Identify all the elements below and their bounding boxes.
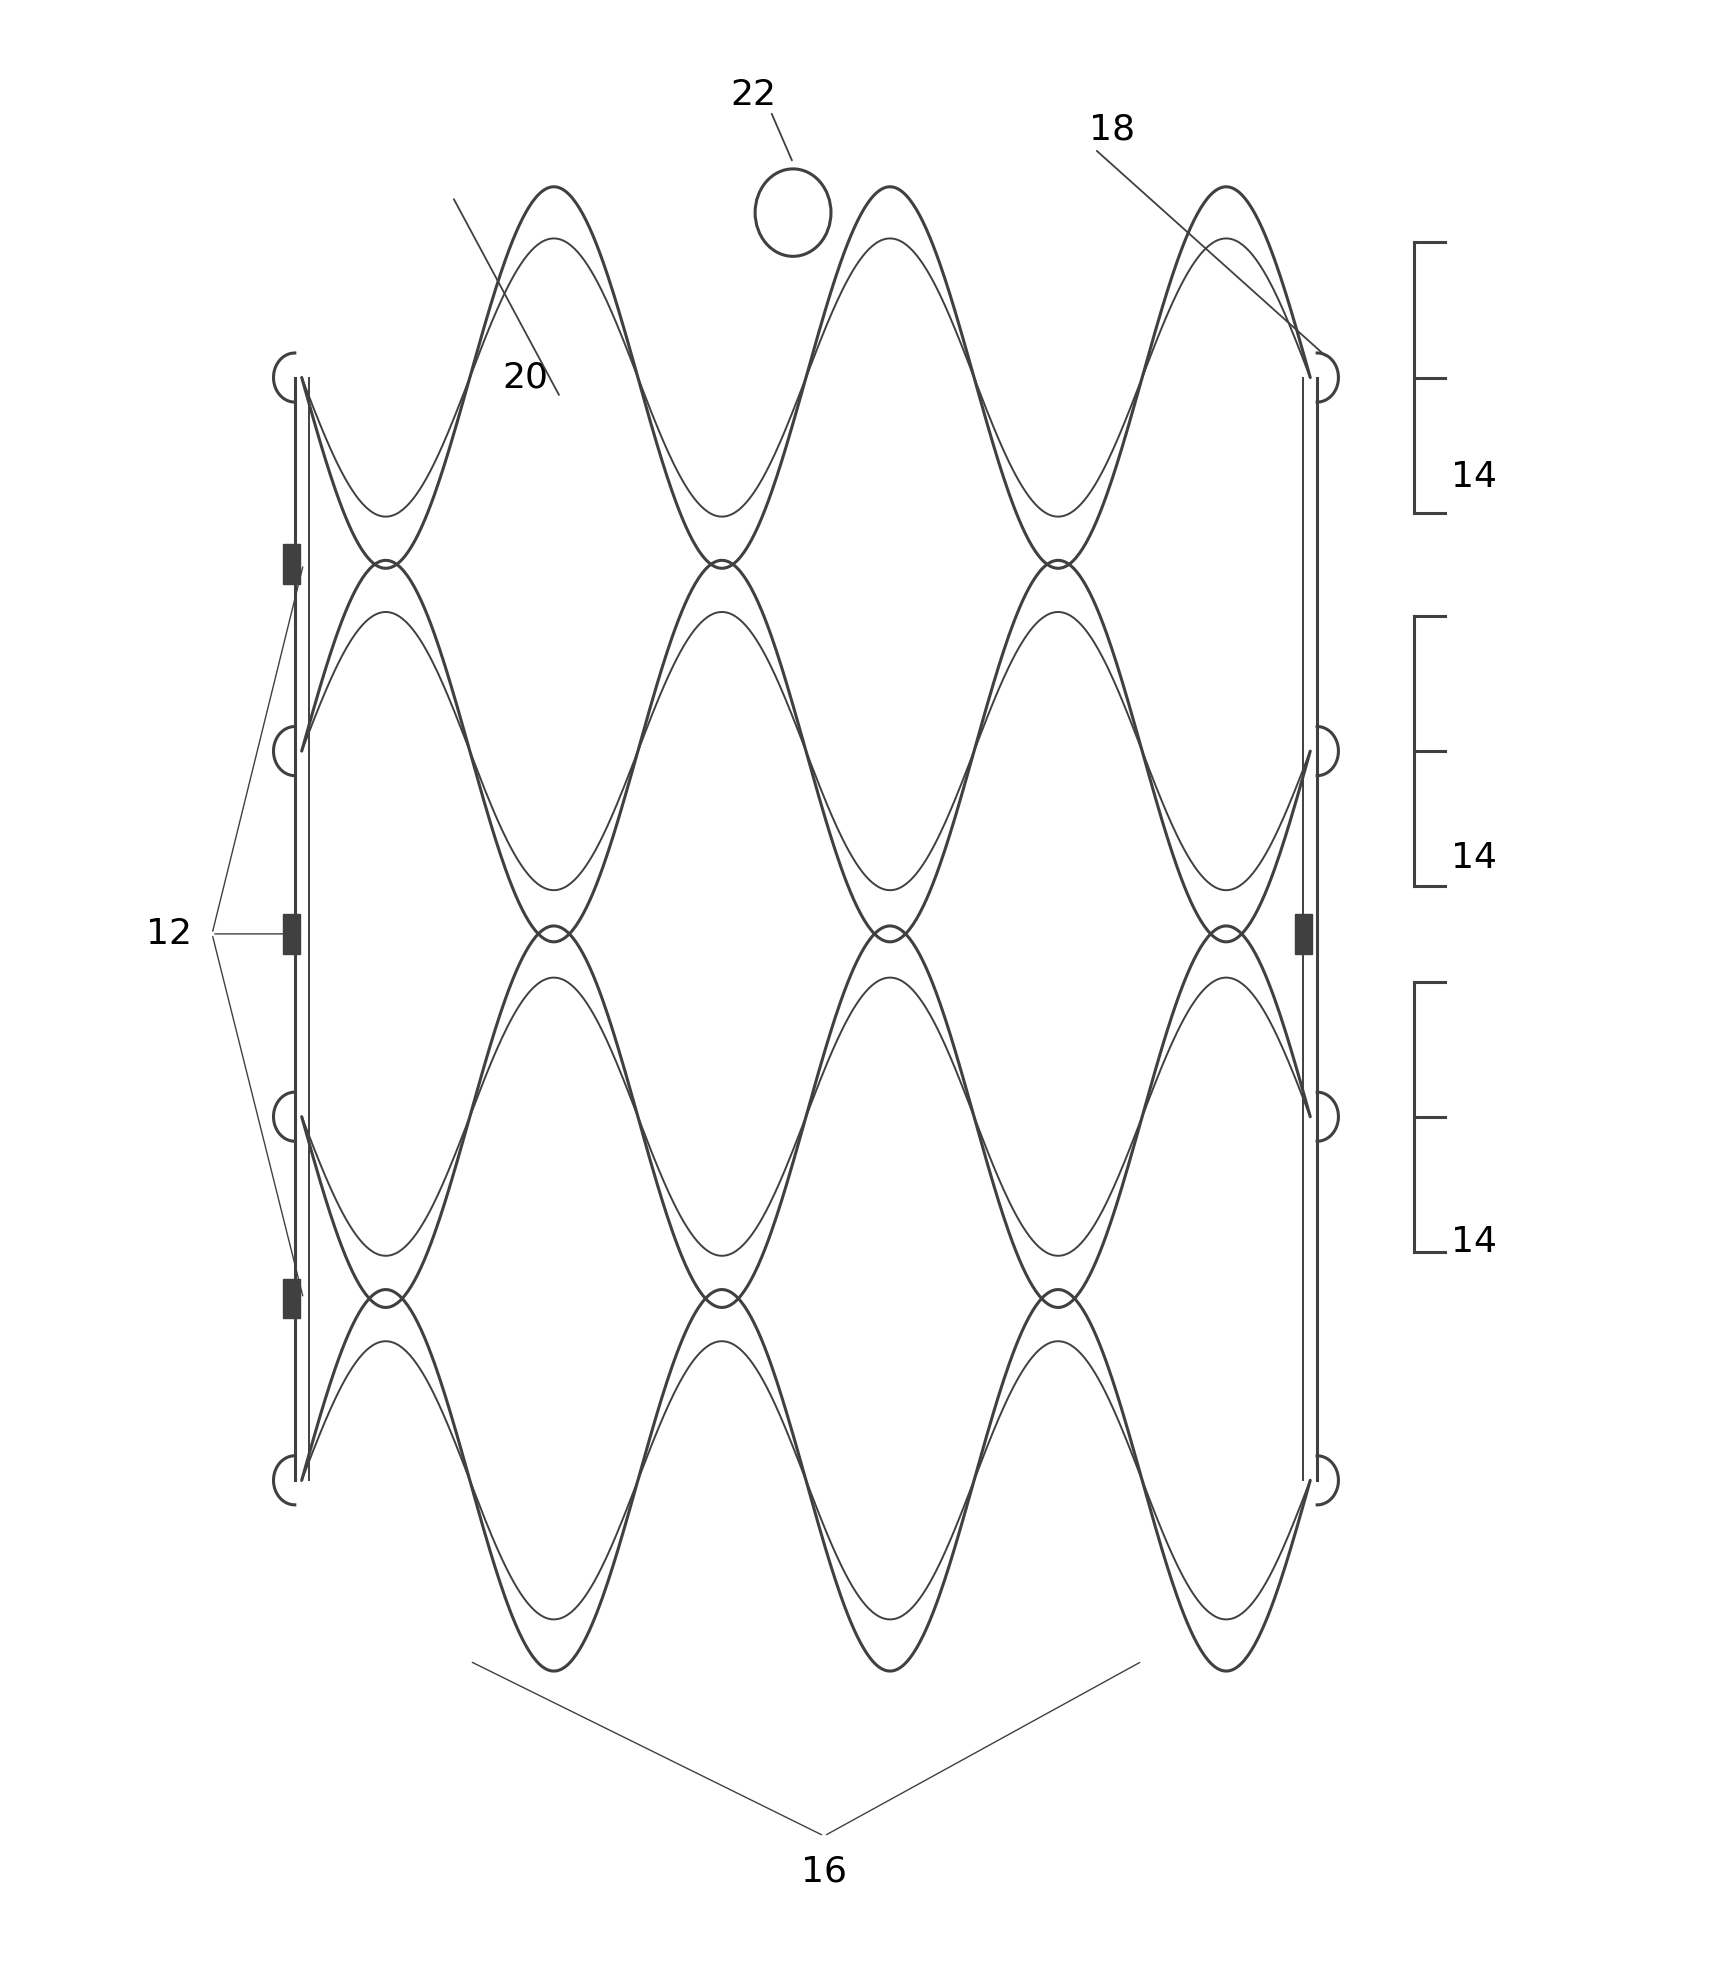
Bar	[1294, 914, 1311, 954]
Text: 16: 16	[801, 1854, 846, 1890]
Text: 20: 20	[503, 360, 548, 395]
Text: 14: 14	[1451, 459, 1496, 495]
Text: 22: 22	[731, 77, 775, 113]
Text: 18: 18	[1089, 111, 1134, 147]
Text: 12: 12	[146, 916, 191, 952]
Bar	[283, 1280, 300, 1319]
Bar	[283, 544, 300, 584]
Text: 14: 14	[1451, 841, 1496, 876]
Bar	[283, 914, 300, 954]
Text: 14: 14	[1451, 1224, 1496, 1260]
